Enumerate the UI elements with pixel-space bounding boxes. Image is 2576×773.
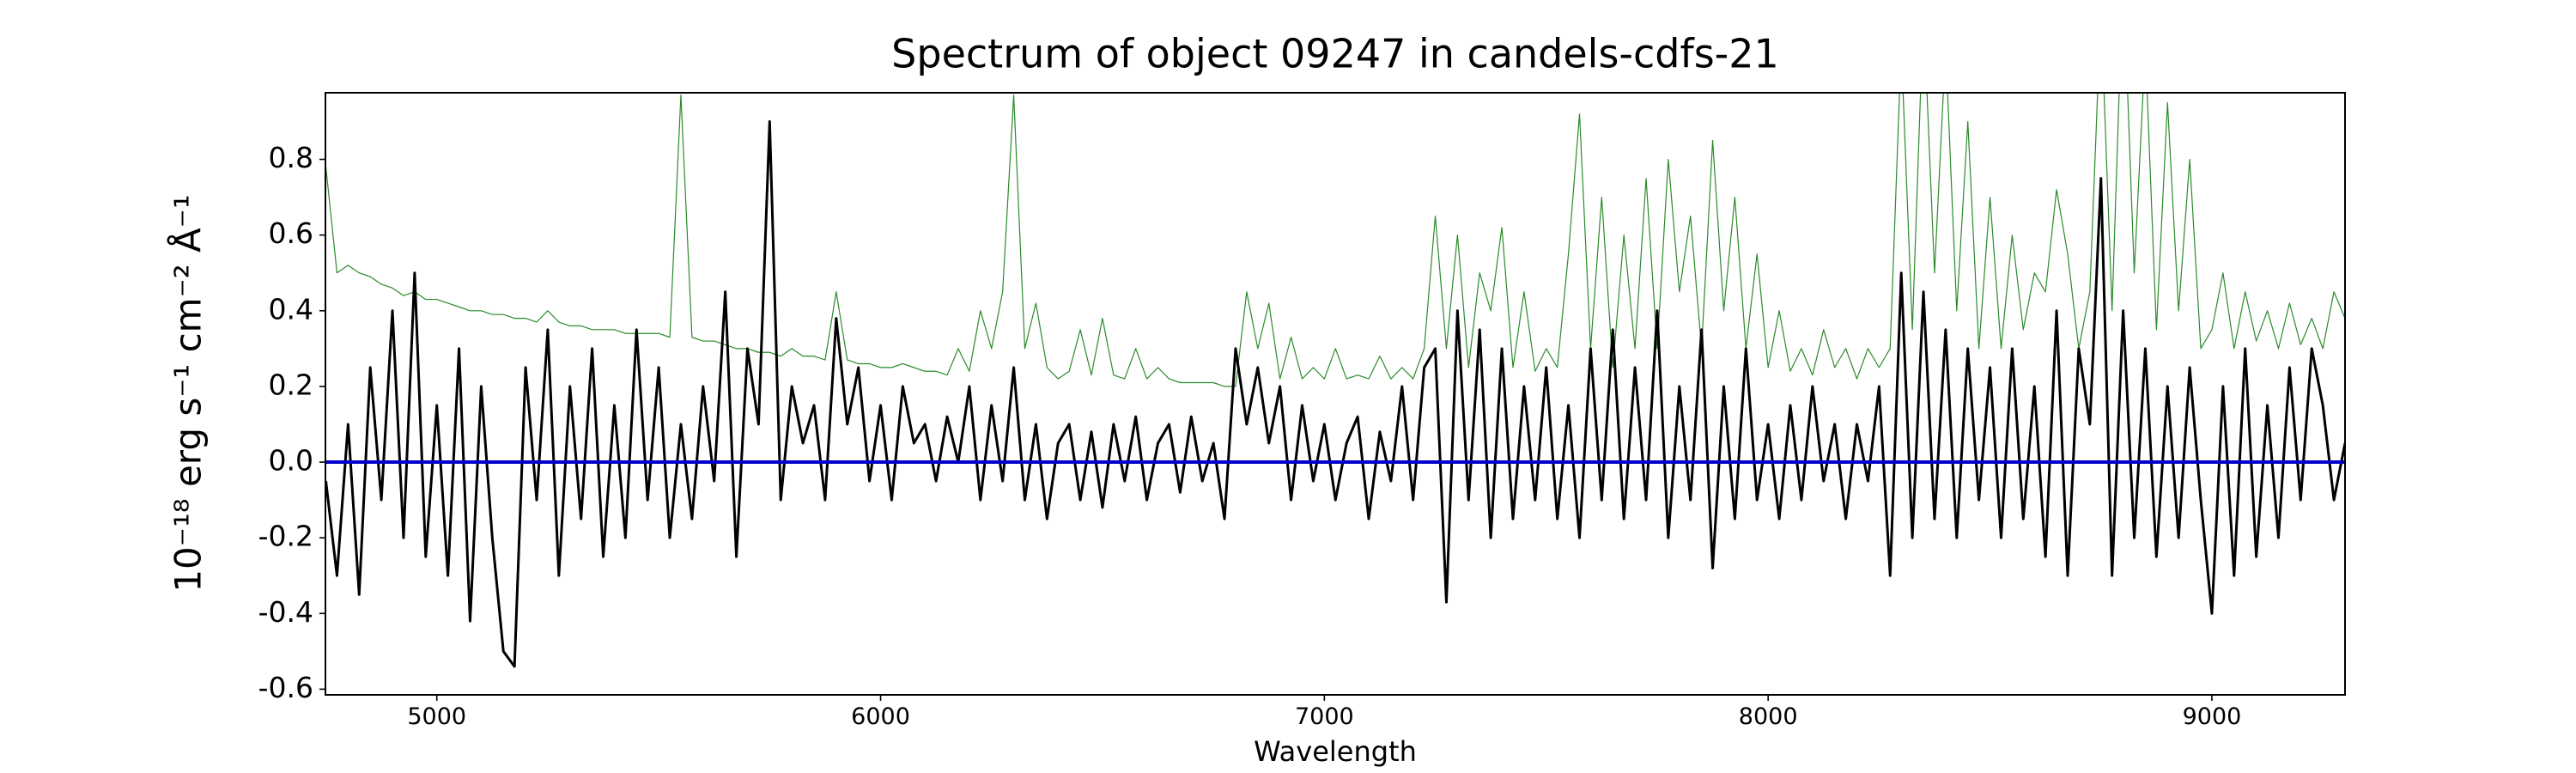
- x-tick-label: 7000: [1295, 703, 1354, 730]
- y-tick-label: -0.2: [258, 520, 313, 553]
- spectrum-line: [325, 119, 2345, 668]
- y-tick-label: 0.6: [269, 216, 313, 250]
- y-tick-label: -0.6: [258, 671, 313, 704]
- y-tick-label: 0.0: [269, 444, 313, 478]
- spectrum-line: [325, 93, 2345, 387]
- x-axis-label: Wavelength: [1254, 735, 1417, 768]
- y-axis-label: 10⁻¹⁸ erg s⁻¹ cm⁻² Å⁻¹: [167, 194, 210, 592]
- y-tick-label: 0.4: [269, 292, 313, 326]
- y-tick-label: -0.4: [258, 595, 313, 629]
- y-tick-label: 0.8: [269, 141, 313, 174]
- axes-frame: [325, 92, 2346, 696]
- x-tick-label: 6000: [851, 703, 910, 730]
- x-tick-label: 8000: [1739, 703, 1798, 730]
- x-tick-label: 5000: [407, 703, 466, 730]
- y-tick-label: 0.2: [269, 368, 313, 401]
- plot-area: [325, 93, 2345, 668]
- chart-title: Spectrum of object 09247 in candels-cdfs…: [891, 31, 1779, 77]
- x-tick-label: 9000: [2183, 703, 2242, 730]
